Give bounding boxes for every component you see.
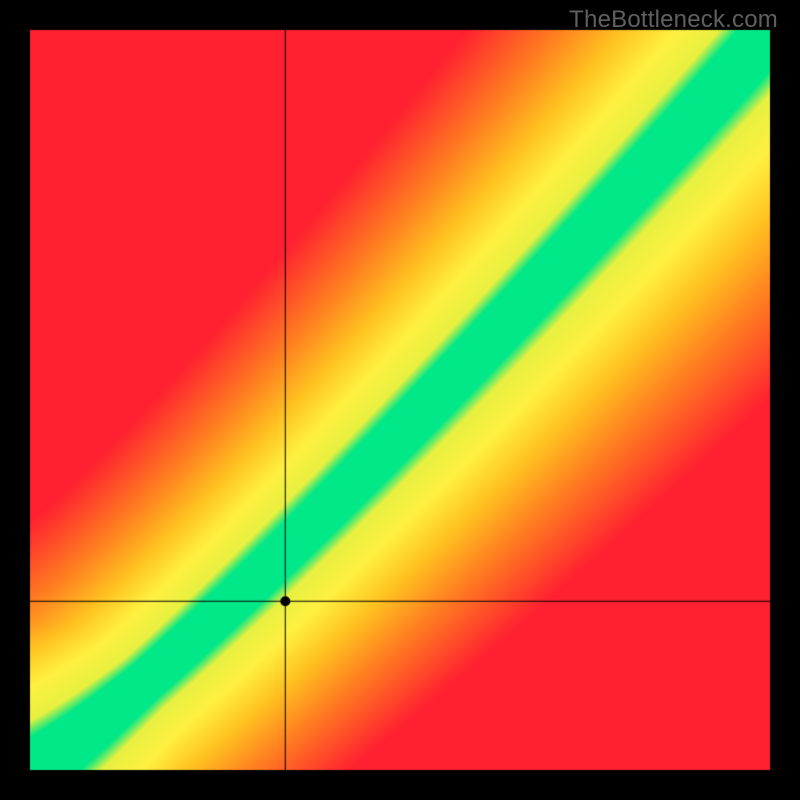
watermark-text: TheBottleneck.com: [569, 6, 778, 34]
bottleneck-heatmap: [0, 0, 800, 800]
